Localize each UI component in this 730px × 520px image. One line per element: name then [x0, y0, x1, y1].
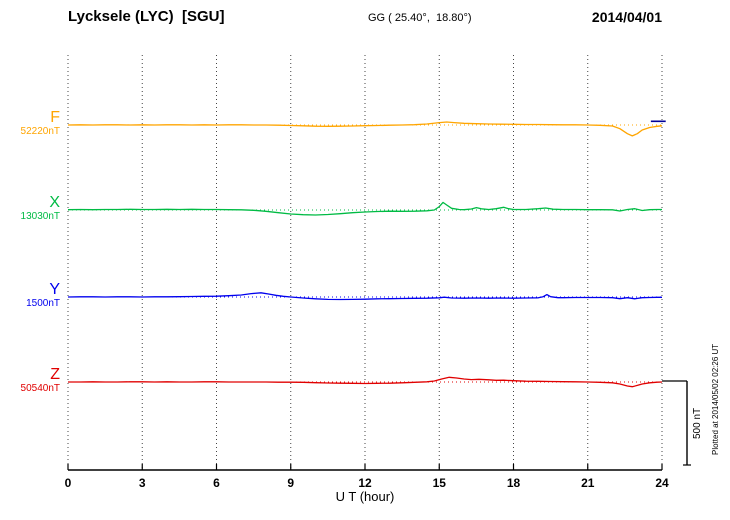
series-baseline-value: 52220nT [20, 126, 60, 137]
x-tick-label: 12 [358, 476, 372, 490]
x-tick-label: 18 [506, 476, 521, 490]
trace-Z [68, 376, 663, 388]
series-baseline-value: 50540nT [20, 383, 60, 394]
series-letter: Y [49, 281, 60, 298]
x-tick-label: 15 [432, 476, 446, 490]
x-axis-title: U T (hour) [335, 489, 395, 504]
series-baseline-value: 1500nT [26, 298, 60, 309]
series-label-Y: Y 1500nT [2, 282, 60, 310]
station-title: Lycksele (LYC) [SGU] [68, 8, 225, 25]
series-letter: Z [50, 366, 60, 383]
plot-date: 2014/04/01 [591, 9, 662, 25]
series-label-X: X 13030nT [2, 195, 60, 223]
plot-footnote: Plotted at 2014/05/02 02:26 UT [711, 343, 720, 455]
series-label-Z: Z 50540nT [2, 367, 60, 395]
trace-F [67, 121, 663, 137]
scale-bar-label: 500 nT [692, 407, 703, 439]
trace-X [67, 201, 662, 216]
x-tick-label: 0 [64, 476, 72, 490]
x-tick-label: 21 [581, 476, 595, 490]
series-letter: X [49, 194, 60, 211]
x-tick-label: 3 [138, 476, 146, 490]
series-label-F: F 52220nT [2, 110, 60, 138]
series-baseline-value: 13030nT [20, 211, 60, 222]
trace-Y [67, 292, 662, 301]
x-tick-label: 6 [213, 476, 220, 490]
x-tick-label: 9 [287, 476, 295, 490]
series-letter: F [50, 109, 60, 126]
geo-coords: GG ( 25.40°, 18.80°) [368, 12, 472, 24]
x-tick-label: 24 [655, 476, 669, 490]
